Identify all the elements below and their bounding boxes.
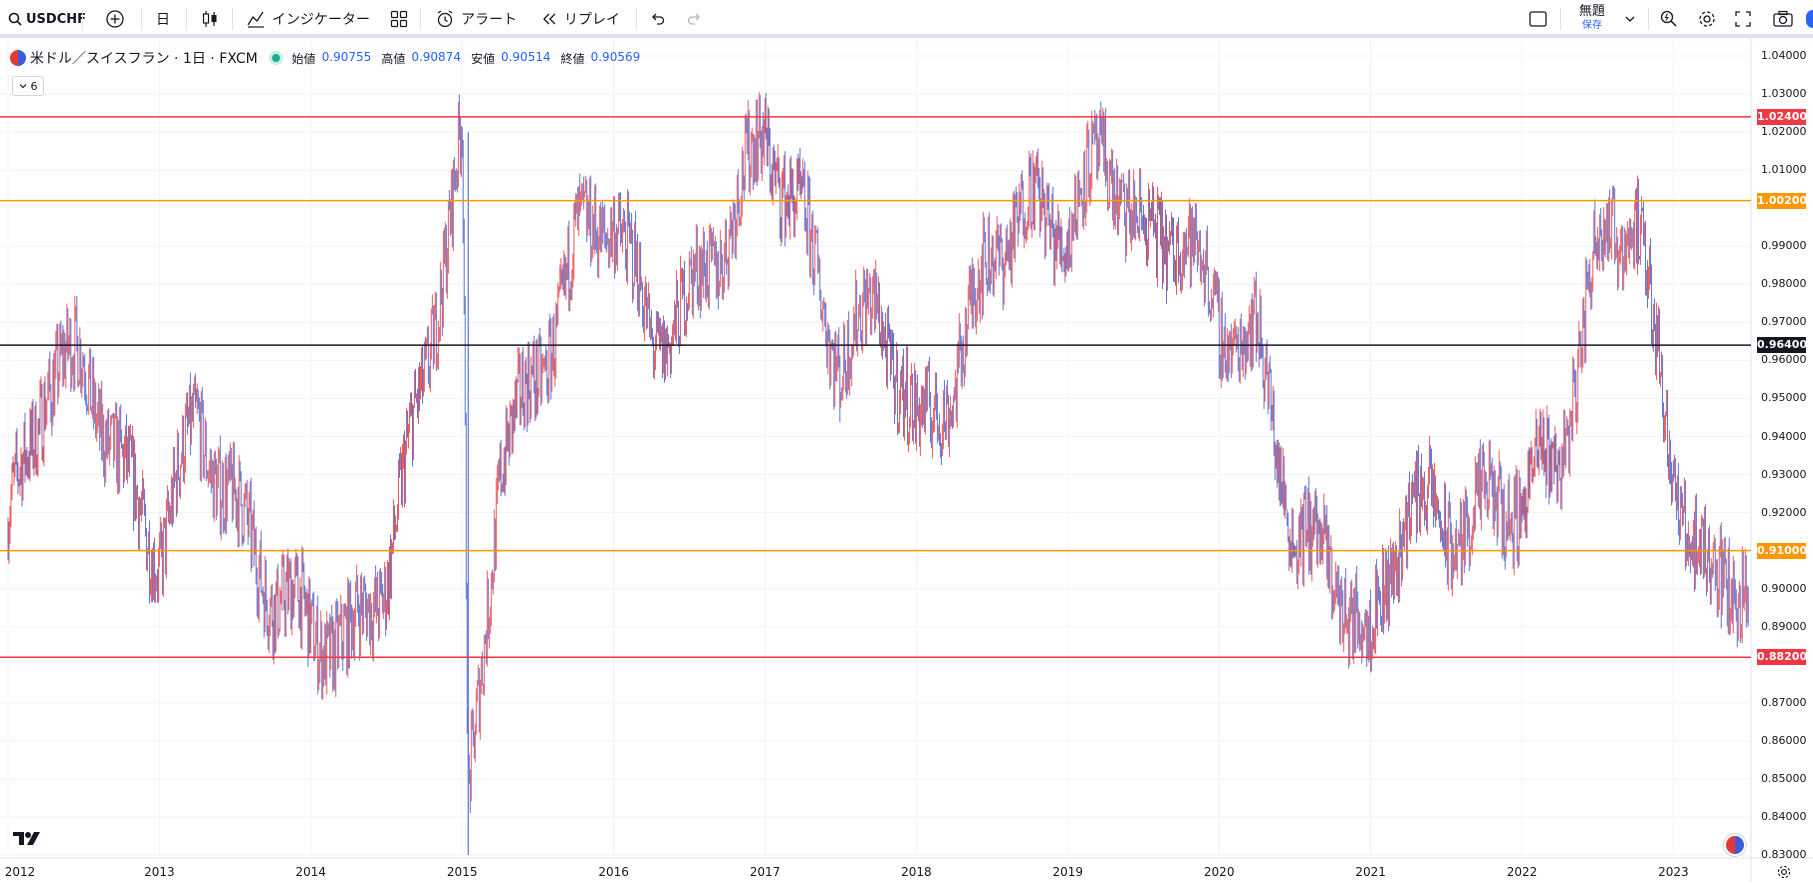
region-flag-icon[interactable] [1724,834,1746,856]
alert-button[interactable]: アラート [435,0,517,38]
close-label: 終値 [560,51,585,66]
layout-menu-button[interactable] [1624,0,1636,38]
time-tick-label: 2017 [749,865,781,879]
templates-button[interactable] [390,0,408,38]
low-label: 安値 [470,51,495,66]
market-status-dot [271,54,280,62]
snapshot-button[interactable] [1772,0,1794,38]
price-tick-label: 0.90000 [1761,581,1807,595]
time-tick-label: 2014 [295,865,327,879]
ohlc-values: 始値 0.90755 高値 0.90874 安値 0.90514 終値 0.90569 [292,50,645,67]
time-tick-label: 2018 [901,865,932,879]
settings-button[interactable] [1697,0,1717,38]
camera-icon [1772,9,1794,29]
legend-title[interactable]: 米ドル／スイスフラン · 1日 · FXCM [30,51,258,67]
price-chart[interactable] [0,38,1813,882]
us-swiss-flag-icon [10,50,26,66]
time-tick-label: 2021 [1355,865,1386,879]
layout-save-status: 保存 [1582,20,1602,31]
time-tick-label: 2013 [144,865,175,879]
interval-button[interactable]: 日 [156,0,170,38]
horizontal-line-price-tag: 1.00200 [1757,192,1808,209]
symbol-label: USDCHF [26,11,87,27]
time-tick-label: 2020 [1203,865,1235,879]
candlestick-icon [200,9,220,29]
price-tick-label: 1.04000 [1761,49,1807,62]
gear-icon [1776,865,1792,884]
low-value: 0.90514 [500,49,551,64]
chevron-down-icon [19,80,27,93]
high-label: 高値 [381,51,406,66]
alarm-clock-icon [435,9,455,29]
indicators-label: インジケーター [272,12,370,28]
gear-icon [1697,9,1717,29]
square-icon [1528,9,1548,29]
price-tick-label: 0.98000 [1761,277,1807,291]
horizontal-line-price-tag: 0.96400 [1757,337,1808,354]
compare-symbol-button[interactable] [105,0,125,38]
top-toolbar: USDCHF 日 インジケーター アラート リプレイ 無題 保存 [0,0,1813,38]
rewind-icon [540,10,558,28]
close-value: 0.90569 [590,49,641,64]
indicators-icon [246,9,266,29]
open-label: 始値 [291,51,316,66]
time-tick-label: 2016 [598,865,629,879]
price-tick-label: 0.99000 [1761,239,1807,253]
axis-settings-button[interactable] [1776,864,1792,884]
redo-button[interactable] [686,0,704,38]
layout-name-button[interactable]: 無題 保存 [1572,4,1612,32]
time-tick-label: 2019 [1052,865,1084,879]
price-tick-label: 0.87000 [1761,695,1807,709]
price-tick-label: 1.03000 [1761,87,1807,101]
price-tick-label: 1.02000 [1761,125,1807,139]
price-tick-label: 0.86000 [1761,733,1807,747]
price-bars [7,92,1749,856]
chart-legend: 米ドル／スイスフラン · 1日 · FXCM 始値 0.90755 高値 0.908… [10,48,644,68]
redo-icon [686,10,704,28]
replay-button[interactable]: リプレイ [540,0,620,38]
replay-label: リプレイ [564,12,620,28]
tradingview-logo[interactable] [13,830,45,851]
time-tick-label: 2022 [1506,865,1538,879]
price-tick-label: 1.01000 [1761,163,1807,177]
horizontal-line-price-tag: 0.91000 [1757,542,1808,559]
horizontal-line-price-tag: 0.88200 [1757,649,1808,666]
alert-label: アラート [461,12,517,28]
price-tick-label: 0.93000 [1761,467,1807,481]
layout-toggle-button[interactable] [1528,0,1548,38]
quick-search-icon [1659,9,1679,29]
fullscreen-button[interactable] [1734,0,1752,38]
chart-type-button[interactable] [200,0,220,38]
publish-button[interactable] [1806,10,1813,28]
price-tick-label: 0.95000 [1761,391,1807,405]
quick-search-button[interactable] [1659,0,1679,38]
interval-label: 日 [156,12,170,28]
grid-icon [390,10,408,28]
price-tick-label: 0.85000 [1761,771,1807,785]
undo-button[interactable] [648,0,666,38]
symbol-search-button[interactable]: USDCHF [8,0,86,38]
plus-circle-icon [105,9,125,29]
open-value: 0.90755 [321,49,372,64]
price-tick-label: 0.84000 [1761,810,1807,823]
price-tick-label: 0.96000 [1761,353,1807,367]
indicators-collapse-button[interactable]: 6 [12,76,44,96]
time-tick-label: 2023 [1658,865,1689,879]
price-tick-label: 0.83000 [1761,848,1807,862]
price-tick-label: 0.94000 [1761,429,1807,443]
fullscreen-icon [1734,10,1752,28]
search-icon [8,12,22,26]
indicators-button[interactable]: インジケーター [246,0,370,38]
undo-icon [648,10,666,28]
chevron-down-icon [1624,13,1636,25]
price-tick-label: 0.92000 [1761,505,1807,519]
indicator-count: 6 [30,79,38,93]
time-tick-label: 2012 [4,865,36,879]
layout-name: 無題 [1578,4,1605,19]
price-tick-label: 0.97000 [1761,315,1807,329]
price-tick-label: 0.89000 [1761,619,1807,633]
time-tick-label: 2015 [446,865,478,879]
high-value: 0.90874 [411,49,461,64]
horizontal-line-price-tag: 1.02400 [1757,108,1808,125]
